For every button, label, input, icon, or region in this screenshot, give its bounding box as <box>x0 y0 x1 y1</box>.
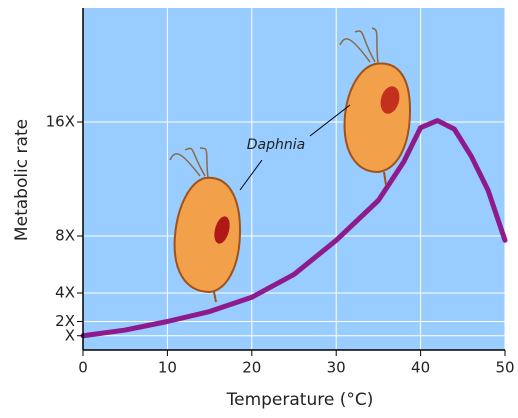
daphnia-illustration <box>339 27 412 186</box>
x-axis-label: Temperature (°C) <box>226 390 374 410</box>
plot-area <box>83 8 505 350</box>
leader-line <box>239 159 263 191</box>
line-series <box>80 118 508 339</box>
y-tick-label: 8X <box>55 227 75 245</box>
daphnia-illustration <box>169 147 242 303</box>
x-tick-label: 0 <box>78 359 88 377</box>
x-tick-label: 40 <box>411 359 430 377</box>
x-tick-label: 50 <box>495 359 514 377</box>
y-axis-label: Metabolic rate <box>12 119 32 241</box>
y-tick-label: 16X <box>46 113 75 131</box>
y-tick-label: 4X <box>55 284 75 302</box>
x-tick-label: 10 <box>158 359 177 377</box>
leader-line <box>309 104 351 137</box>
x-tick-label: 30 <box>327 359 346 377</box>
annotation: Daphnia <box>247 137 305 153</box>
x-tick-label: 20 <box>242 359 261 377</box>
y-tick-label: 2X <box>55 312 75 330</box>
y-tick-label: X <box>65 326 75 344</box>
